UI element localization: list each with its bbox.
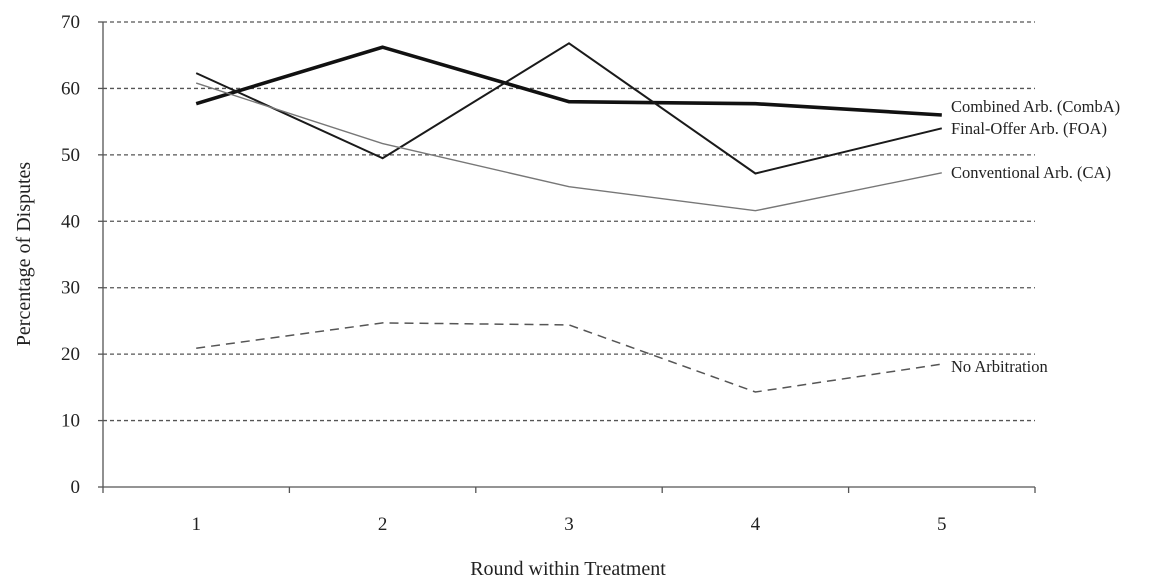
y-tick-labels: 0 10 20 30 40 50 60 70 [61,12,80,498]
series-line-1 [195,45,942,117]
series-labels: Combined Arb. (CombA) Final-Offer Arb. (F… [951,97,1120,376]
y-tick-label-0: 0 [71,477,81,498]
series-label-4: No Arbitration [951,357,1048,376]
series-label-2: Final-Offer Arb. (FOA) [951,119,1107,138]
x-tick-label-4: 4 [751,514,761,535]
x-tick-label-2: 2 [378,514,388,535]
series-label-3: Conventional Arb. (CA) [951,163,1111,182]
series-label-1: Combined Arb. (CombA) [951,97,1120,116]
x-tick-labels: 1 2 3 4 5 [191,514,946,535]
series-line-2 [195,42,943,175]
y-tick-label-30: 30 [61,278,80,299]
y-tick-label-40: 40 [61,211,80,232]
y-tick-label-20: 20 [61,344,80,365]
x-tick-label-3: 3 [564,514,574,535]
axes [98,21,1036,493]
y-axis-title: Percentage of Disputes [13,162,35,347]
y-tick-label-50: 50 [61,145,80,166]
series-lines [195,42,943,393]
y-tick-label-60: 60 [61,78,80,99]
y-tick-label-70: 70 [61,12,80,33]
series-line-4 [196,322,942,393]
x-tick-label-5: 5 [937,514,947,535]
grid-lines [103,21,1035,422]
x-axis-title: Round within Treatment [470,558,666,580]
y-tick-label-10: 10 [61,411,80,432]
series-line-3 [195,82,942,212]
x-tick-label-1: 1 [191,514,201,535]
